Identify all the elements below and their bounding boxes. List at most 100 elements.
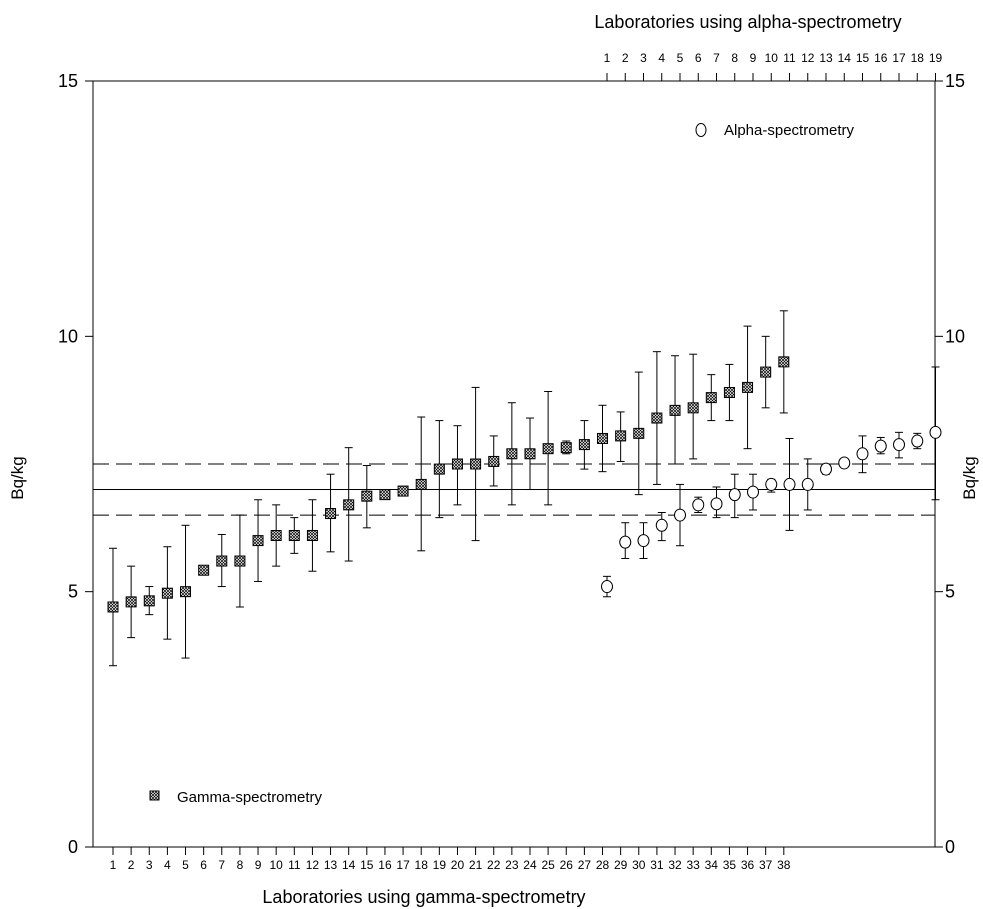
- gamma-point: [560, 442, 572, 454]
- alpha-point: [874, 439, 887, 453]
- x-tick-label: 3: [146, 858, 153, 872]
- alpha-point: [856, 447, 869, 461]
- gamma-point: [488, 455, 500, 467]
- y2-tick-label: 15: [945, 71, 965, 91]
- alpha-point: [929, 425, 942, 439]
- gamma-point: [180, 586, 192, 598]
- x-tick-label: 18: [415, 858, 429, 872]
- x2-tick-label: 2: [622, 51, 629, 65]
- x2-tick-label: 4: [658, 51, 665, 65]
- x-tick-label: 12: [306, 858, 320, 872]
- gamma-point: [742, 381, 754, 393]
- x-tick-label: 14: [342, 858, 356, 872]
- gamma-point: [669, 404, 681, 416]
- x-tick-label: 32: [668, 858, 682, 872]
- gamma-point: [234, 555, 246, 567]
- gamma-point: [107, 601, 119, 613]
- gamma-point: [524, 448, 536, 460]
- gamma-point: [542, 443, 554, 455]
- alpha-point: [674, 508, 686, 522]
- alpha-point: [601, 580, 613, 594]
- legend-gamma: Gamma-spectrometry: [149, 789, 323, 806]
- x2-tick-label: 6: [695, 51, 702, 65]
- gamma-point: [651, 412, 663, 424]
- x-tick-label: 23: [505, 858, 519, 872]
- gamma-point: [506, 448, 518, 460]
- alpha-point: [783, 477, 796, 491]
- x-tick-label: 31: [650, 858, 664, 872]
- alpha-point: [637, 534, 650, 548]
- gamma-point: [361, 490, 373, 502]
- x2-tick-label: 7: [713, 51, 720, 65]
- x2-tick-label: 14: [838, 51, 852, 65]
- x-tick-label: 34: [705, 858, 719, 872]
- gamma-point: [397, 485, 409, 497]
- x-tick-label: 26: [560, 858, 574, 872]
- gamma-point: [615, 430, 627, 442]
- x-tick-label: 9: [255, 858, 262, 872]
- gamma-point: [760, 366, 772, 378]
- legend-alpha-label: Alpha-spectrometry: [724, 122, 855, 139]
- x-tick-label: 24: [523, 858, 537, 872]
- x-tick-label: 38: [777, 858, 791, 872]
- alpha-point: [820, 462, 832, 476]
- gamma-point: [687, 402, 699, 414]
- x2-tick-label: 18: [911, 51, 925, 65]
- x2-tick-label: 17: [892, 51, 906, 65]
- x2-axis-title: Laboratories using alpha-spectrometry: [594, 12, 901, 32]
- gamma-point: [778, 356, 790, 368]
- x2-tick-label: 5: [677, 51, 684, 65]
- x-tick-label: 2: [128, 858, 135, 872]
- y-tick-label: 15: [58, 71, 78, 91]
- alpha-point: [765, 477, 778, 491]
- x-tick-label: 25: [541, 858, 555, 872]
- x-tick-label: 21: [469, 858, 483, 872]
- y2-tick-label: 10: [945, 326, 965, 346]
- gamma-point: [433, 463, 445, 475]
- alpha-point: [893, 438, 905, 452]
- gamma-point: [343, 499, 355, 511]
- gamma-point: [723, 387, 735, 399]
- y-axis-title: Bq/kg: [8, 456, 27, 499]
- gamma-point: [143, 595, 155, 607]
- x2-tick-label: 10: [765, 51, 779, 65]
- x-tick-label: 13: [324, 858, 338, 872]
- x-tick-label: 29: [614, 858, 628, 872]
- y-tick-label: 0: [68, 837, 78, 857]
- x2-tick-label: 13: [819, 51, 833, 65]
- x-tick-label: 35: [723, 858, 737, 872]
- gamma-point: [597, 432, 609, 444]
- x-tick-label: 16: [378, 858, 392, 872]
- alpha-point: [801, 477, 814, 491]
- gamma-point: [306, 529, 318, 541]
- x2-tick-label: 1: [604, 51, 611, 65]
- gamma-point: [198, 564, 210, 576]
- gamma-point: [451, 458, 463, 470]
- legend-alpha-marker: [695, 123, 707, 137]
- gamma-point: [379, 489, 391, 501]
- gamma-point: [578, 439, 590, 451]
- x-tick-label: 5: [182, 858, 189, 872]
- x-tick-label: 11: [288, 858, 301, 872]
- gamma-point: [252, 535, 264, 547]
- x-tick-label: 10: [269, 858, 283, 872]
- gamma-point: [325, 508, 337, 520]
- x2-tick-label: 3: [640, 51, 647, 65]
- x2-tick-label: 9: [750, 51, 757, 65]
- x2-tick-label: 12: [801, 51, 815, 65]
- y-tick-label: 5: [68, 582, 78, 602]
- y2-tick-label: 0: [945, 837, 955, 857]
- gamma-point: [705, 392, 717, 404]
- alpha-point: [838, 456, 851, 470]
- alpha-point: [728, 488, 741, 502]
- y2-tick-label: 5: [945, 582, 955, 602]
- x-tick-label: 1: [110, 858, 117, 872]
- x2-tick-label: 11: [783, 51, 796, 65]
- x-tick-label: 15: [360, 858, 374, 872]
- alpha-point: [710, 497, 723, 511]
- legend-gamma-label: Gamma-spectrometry: [177, 789, 323, 806]
- x-tick-label: 8: [237, 858, 244, 872]
- x-tick-label: 19: [433, 858, 447, 872]
- x-tick-label: 33: [686, 858, 700, 872]
